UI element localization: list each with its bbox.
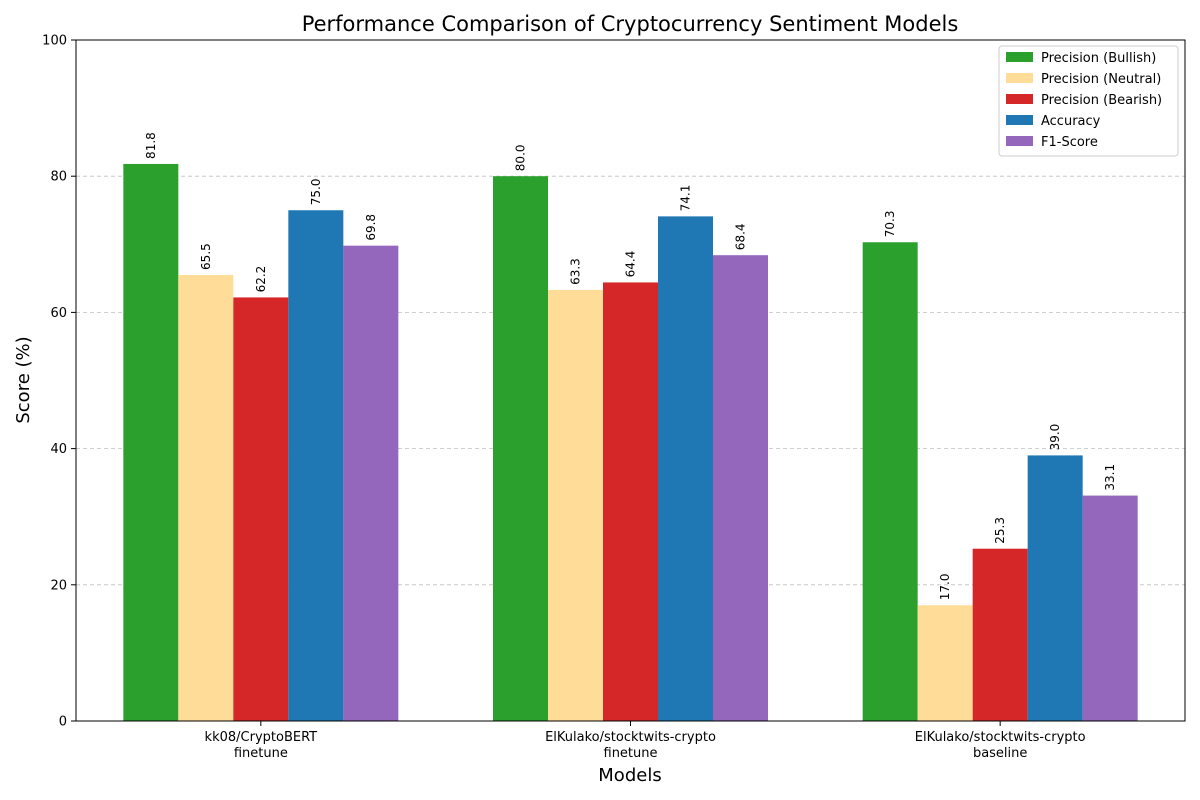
legend-swatch bbox=[1006, 115, 1033, 125]
bar-value-label: 39.0 bbox=[1048, 424, 1062, 451]
legend-entry: Precision (Bullish) bbox=[1041, 51, 1156, 66]
bar-value-label: 33.1 bbox=[1103, 464, 1117, 491]
bars bbox=[123, 163, 1138, 722]
bar bbox=[123, 163, 179, 721]
bar bbox=[233, 297, 289, 721]
bar bbox=[972, 548, 1028, 721]
y-axis-label: Score (%) bbox=[13, 336, 34, 423]
bar-value-label: 64.4 bbox=[624, 251, 638, 278]
y-tick-label: 0 bbox=[59, 715, 67, 730]
x-tick-label: ElKulako/stocktwits-crypto bbox=[545, 730, 716, 745]
bar bbox=[917, 605, 973, 721]
bar bbox=[862, 242, 918, 721]
legend-swatch bbox=[1006, 52, 1033, 62]
y-axis-ticks: 0 20 40 60 80 100 bbox=[42, 34, 76, 730]
bar bbox=[1082, 495, 1138, 721]
chart-title: Performance Comparison of Cryptocurrency… bbox=[302, 12, 959, 36]
bar-value-label: 75.0 bbox=[309, 179, 323, 206]
bar-value-label: 63.3 bbox=[569, 258, 583, 285]
bar-value-label: 17.0 bbox=[938, 574, 952, 601]
x-tick-label: finetune bbox=[234, 746, 288, 761]
x-tick-label: finetune bbox=[604, 746, 658, 761]
value-labels: 81.8 65.5 62.2 75.0 69.8 80.0 63.3 64.4 74.1 68.4… bbox=[144, 132, 1117, 600]
legend-entry: Precision (Bearish) bbox=[1041, 93, 1162, 108]
legend-entry: Accuracy bbox=[1041, 114, 1101, 129]
bar bbox=[288, 210, 344, 721]
bar bbox=[658, 216, 713, 721]
bar-value-label: 74.1 bbox=[679, 185, 693, 212]
y-tick-label: 20 bbox=[50, 578, 67, 593]
bar-value-label: 69.8 bbox=[364, 214, 378, 241]
bar-value-label: 25.3 bbox=[993, 517, 1007, 544]
bar-value-label: 65.5 bbox=[199, 243, 213, 270]
bar-value-label: 81.8 bbox=[144, 132, 158, 159]
x-tick-label: baseline bbox=[973, 746, 1027, 761]
x-tick-label: ElKulako/stocktwits-crypto bbox=[915, 730, 1086, 745]
bar-value-label: 80.0 bbox=[514, 144, 528, 171]
x-axis-label: Models bbox=[598, 765, 661, 786]
bar bbox=[713, 255, 768, 722]
y-tick-label: 80 bbox=[50, 170, 67, 185]
bar bbox=[493, 176, 548, 721]
legend-box bbox=[998, 45, 1179, 157]
legend-entry: F1-Score bbox=[1041, 135, 1098, 150]
legend: Precision (Bullish) Precision (Neutral) Pr… bbox=[998, 45, 1179, 157]
legend-entry: Precision (Neutral) bbox=[1041, 72, 1161, 87]
bar bbox=[343, 245, 399, 722]
bar bbox=[178, 274, 234, 721]
bar bbox=[1027, 455, 1083, 721]
y-tick-label: 100 bbox=[42, 34, 67, 49]
bar-value-label: 62.2 bbox=[254, 266, 268, 293]
bar bbox=[548, 289, 603, 721]
x-tick-label: kk08/CryptoBERT bbox=[205, 730, 318, 745]
bar bbox=[603, 282, 658, 721]
legend-swatch bbox=[1006, 73, 1033, 83]
y-tick-label: 60 bbox=[50, 306, 67, 321]
bar-value-label: 70.3 bbox=[883, 211, 897, 238]
legend-swatch bbox=[1006, 94, 1033, 104]
bar-value-label: 68.4 bbox=[734, 223, 748, 250]
legend-swatch bbox=[1006, 136, 1033, 146]
x-axis-ticks: kk08/CryptoBERTfinetuneElKulako/stocktwi… bbox=[205, 721, 1086, 761]
y-tick-label: 40 bbox=[50, 442, 67, 457]
